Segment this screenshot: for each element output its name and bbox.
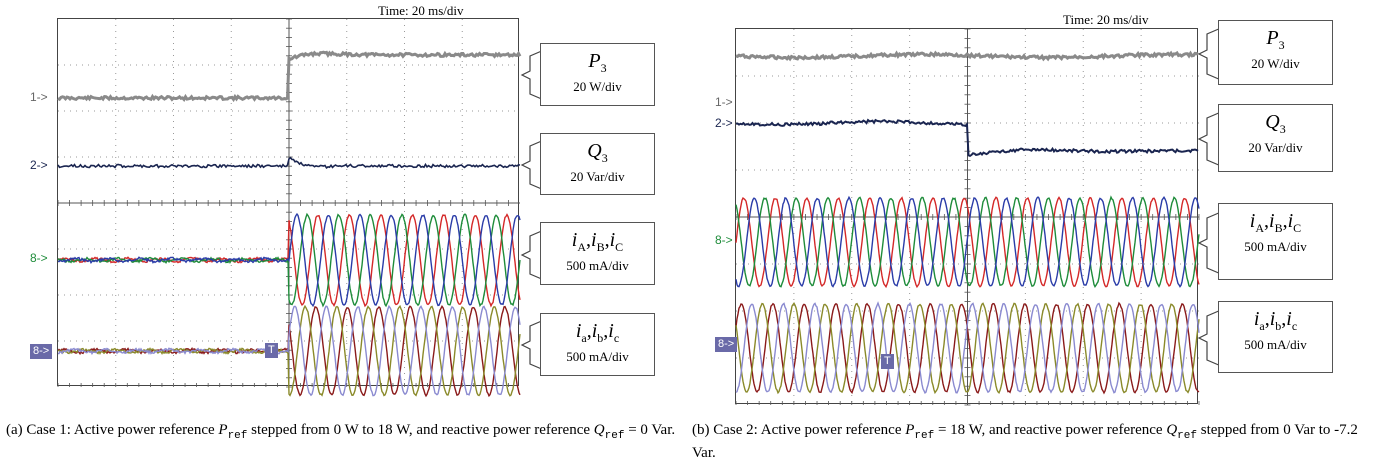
phase-b-lower-trace [57,304,521,397]
figure-panel-a: Time: 20 ms/div 1-> 2-> 8-> 8-> T P3 20 … [0,0,690,400]
caption-subscript: ref [227,430,248,442]
p3-trace [57,50,522,103]
legend-p3: P3 20 W/div [1218,20,1333,85]
caption-subscript: ref [604,430,625,442]
channel-8-upper-marker: 8-> [30,251,48,265]
bracket-lower-currents [520,319,545,371]
caption-symbol: Q [1166,422,1178,438]
oscilloscope-screen [57,18,522,398]
phase-b-lower-trace [735,301,1200,395]
legend-p3: P3 20 W/div [540,43,655,106]
channel-1-marker: 1-> [715,95,733,109]
legend-subscript: 3 [600,61,607,75]
oscilloscope-screen [735,28,1200,406]
legend-connectors [1197,27,1222,367]
legend-symbol: Q [1265,111,1280,133]
legend-connectors [520,49,545,371]
caption-symbol: Q [593,422,605,438]
legend-unit: 20 Var/div [1248,140,1303,155]
bracket-lower-currents [1197,309,1222,367]
legend-lower-currents: ia,ib,ic 500 mA/div [1218,301,1333,373]
channel-2-marker: 2-> [715,116,733,130]
q3-trace [735,118,1199,158]
q3-trace [57,156,521,170]
legend-q3: Q3 20 Var/div [1218,104,1333,172]
bracket-p3 [1197,27,1222,81]
legend-symbol: P [588,50,601,72]
legend-unit: 500 mA/div [566,258,629,273]
caption-symbol: P [905,422,915,438]
bracket-q3 [1197,111,1222,167]
legend-unit: 20 Var/div [570,169,625,184]
scope-traces [57,18,522,398]
legend-subscript: 3 [601,151,608,165]
caption-text: = 0 Var. [624,422,676,438]
legend-unit: 20 W/div [573,79,622,94]
figure-panel-b: Time: 20 ms/div 1-> 2-> 8-> 8-> T P3 20 … [685,0,1375,406]
legend-unit: 500 mA/div [1244,337,1307,352]
channel-8-upper-marker: 8-> [715,233,733,247]
phase-c-lower-trace [58,304,521,397]
caption-text: = 18 W, and reactive power reference [934,422,1167,438]
legend-symbol: iA,iB,iC [1249,210,1302,235]
channel-2-marker: 2-> [30,158,48,172]
legend-unit: 20 W/div [1251,56,1300,71]
phase-a-upper-trace [735,196,1200,289]
legend-unit: 500 mA/div [566,349,629,364]
legend-symbol: ia,ib,ic [575,320,620,345]
legend-subscript: 3 [1279,122,1286,136]
caption-a: (a) Case 1: Active power reference Pref … [6,422,686,445]
time-scale-label: Time: 20 ms/div [1063,12,1149,27]
caption-subscript: ref [914,430,935,442]
bracket-upper-currents [520,229,545,281]
phase-c-upper-trace [57,212,521,308]
caption-text: stepped from 0 Var to -7.2 Var. [692,422,1358,461]
trigger-marker: T [265,343,278,358]
phase-a-lower-trace [57,304,521,398]
legend-unit: 500 mA/div [1244,239,1307,254]
bracket-q3 [520,139,545,191]
legend-upper-currents: iA,iB,iC 500 mA/div [1218,203,1333,280]
channel-1-marker: 1-> [30,90,48,104]
trigger-marker: T [881,354,894,369]
legend-symbol: P [1266,27,1279,49]
caption-text: (a) Case 1: Active power reference [6,422,219,438]
caption-text: (b) Case 2: Active power reference [692,422,906,438]
phase-a-lower-trace [735,301,1200,395]
legend-symbol: Q [587,140,602,162]
bracket-upper-currents [1197,211,1222,275]
phase-a-upper-trace [57,213,521,308]
phase-b-upper-trace [57,212,521,308]
caption-b: (b) Case 2: Active power reference Pref … [692,422,1368,462]
caption-symbol: P [218,422,228,438]
bracket-p3 [520,49,545,101]
caption-subscript: ref [1177,430,1197,442]
channel-8-lower-marker: 8-> [30,344,53,359]
legend-symbol: ia,ib,ic [1253,308,1298,333]
legend-upper-currents: iA,iB,iC 500 mA/div [540,222,655,285]
legend-subscript: 3 [1278,38,1285,52]
legend-q3: Q3 20 Var/div [540,133,655,195]
legend-symbol: iA,iB,iC [571,229,624,254]
caption-text: stepped from 0 W to 18 W, and reactive p… [247,422,594,438]
scope-traces [735,28,1200,406]
legend-lower-currents: ia,ib,ic 500 mA/div [540,313,655,376]
phase-c-upper-trace [735,195,1200,288]
time-scale-label: Time: 20 ms/div [378,3,464,18]
phase-c-lower-trace [735,301,1200,395]
channel-8-lower-marker: 8-> [715,337,738,352]
p3-trace [735,50,1199,62]
